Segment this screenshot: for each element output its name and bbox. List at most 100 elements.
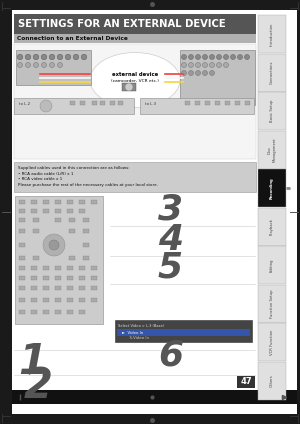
Bar [79,265,85,270]
Bar [79,298,85,301]
Bar [258,15,286,53]
Circle shape [209,55,214,59]
Circle shape [49,54,55,60]
Circle shape [43,234,65,256]
Circle shape [17,62,22,67]
Bar [258,246,286,284]
Bar [16,50,91,85]
Bar [19,243,25,246]
Text: Introduction: Introduction [270,22,274,46]
Text: 4: 4 [158,223,183,257]
Bar [258,131,286,168]
Bar [33,218,39,221]
Bar [79,310,85,313]
Text: Function Setup: Function Setup [270,289,274,318]
Bar [215,101,220,104]
Circle shape [188,62,194,67]
Bar [80,101,85,104]
Bar [19,310,25,313]
Bar [79,285,85,290]
Bar [43,209,49,212]
Bar [14,34,256,43]
Circle shape [188,70,194,75]
Circle shape [49,240,59,250]
Bar [43,265,49,270]
Bar [12,390,297,404]
Bar [195,101,200,104]
Circle shape [58,62,62,67]
Bar [117,329,250,336]
Bar [79,276,85,279]
Bar [55,310,61,313]
Bar [67,285,73,290]
Bar [237,376,255,388]
Bar [31,298,37,301]
Text: Playback: Playback [270,218,274,235]
Circle shape [40,100,52,112]
Circle shape [196,55,200,59]
Text: 2: 2 [24,365,53,407]
Bar [69,229,75,232]
Text: to L.3: to L.3 [145,102,156,106]
Bar [83,218,89,221]
Bar [110,101,115,104]
Text: to L.2: to L.2 [19,102,30,106]
Circle shape [25,54,31,60]
Bar [83,256,89,259]
Circle shape [41,54,47,60]
Text: Basic Setup: Basic Setup [270,100,274,122]
Bar [91,276,97,279]
Bar [83,229,89,232]
Text: (camcorder, VCR etc.): (camcorder, VCR etc.) [111,79,159,83]
Text: Disc
Management: Disc Management [268,137,276,162]
Bar [140,98,254,114]
Bar [69,256,75,259]
Bar [205,101,210,104]
Bar [31,209,37,212]
Circle shape [182,55,187,59]
Bar [43,200,49,204]
Bar [185,101,190,104]
Bar [31,200,37,204]
Bar [19,285,25,290]
Bar [122,83,136,91]
Bar [55,285,61,290]
Bar [70,101,75,104]
Circle shape [65,54,71,60]
Bar [67,298,73,301]
Bar [19,229,25,232]
Bar [19,218,25,221]
Bar [14,98,134,114]
Bar [91,285,97,290]
Bar [67,209,73,212]
Circle shape [217,55,221,59]
Bar [91,200,97,204]
Bar [33,256,39,259]
Circle shape [202,70,208,75]
Text: VCR Function: VCR Function [270,329,274,354]
Bar [258,53,286,92]
Bar [43,310,49,313]
Bar [43,276,49,279]
Bar [258,92,286,130]
Circle shape [182,62,187,67]
Bar [55,265,61,270]
Bar [180,50,255,105]
Text: Others: Others [270,374,274,387]
Circle shape [33,54,39,60]
Bar [14,162,256,192]
Bar [67,310,73,313]
Bar [33,229,39,232]
Bar [31,276,37,279]
Circle shape [209,62,214,67]
Text: Recording: Recording [270,177,274,199]
Bar [258,323,286,361]
Circle shape [34,62,38,67]
Circle shape [41,62,46,67]
Bar [31,310,37,313]
Bar [19,256,25,259]
Bar [31,265,37,270]
Circle shape [202,55,208,59]
Bar [92,101,97,104]
Ellipse shape [90,53,180,108]
